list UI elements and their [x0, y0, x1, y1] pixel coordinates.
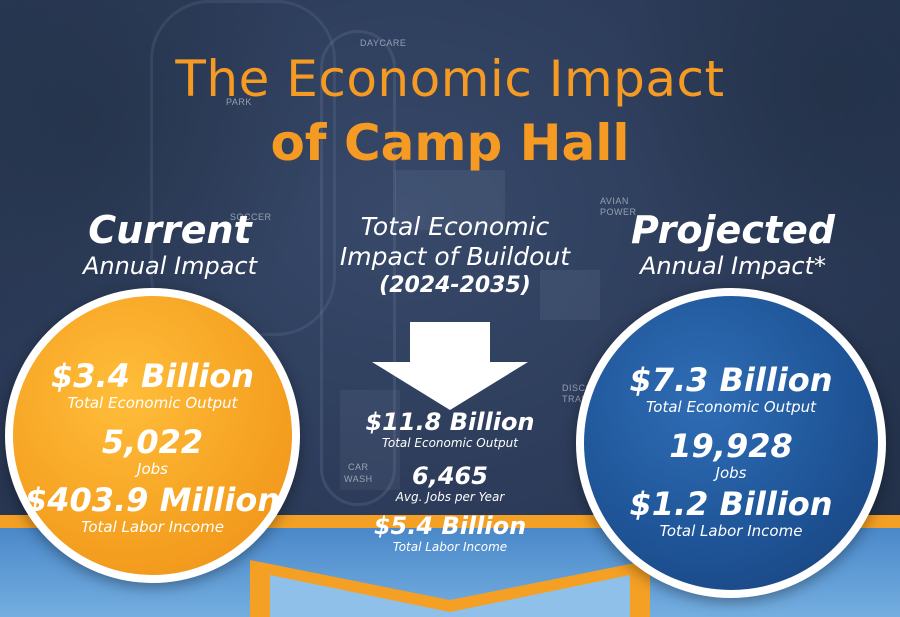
current-jobs-label: Jobs — [137, 460, 168, 478]
current-title: Current — [88, 208, 252, 252]
background-building — [540, 270, 600, 320]
buildout-jobs-value: 6,465 — [412, 462, 488, 490]
buildout-heading: Total Economic Impact of Buildout (2024-… — [320, 212, 590, 300]
background-building — [340, 390, 400, 490]
projected-income-value: $1.2 Billion — [629, 485, 833, 523]
map-label-discovery: DISCOVE — [562, 383, 607, 393]
chevron-blue — [270, 575, 630, 617]
map-label-wash: WASH — [344, 474, 373, 484]
current-heading: Current Annual Impact — [55, 208, 285, 280]
current-jobs: 5,022 Jobs — [13, 424, 292, 478]
current-output-label: Total Economic Output — [67, 394, 238, 412]
map-label-soccer: SOCCER — [230, 212, 272, 222]
map-label-power: POWER — [600, 207, 637, 217]
current-output-value: $3.4 Billion — [50, 357, 255, 395]
map-label-car: CAR — [348, 462, 369, 472]
page-title-line2: of Camp Hall — [270, 114, 630, 172]
projected-income: $1.2 Billion Total Labor Income — [584, 486, 878, 540]
projected-subtitle: Annual Impact* — [639, 252, 827, 280]
current-subtitle: Annual Impact — [82, 252, 258, 280]
buildout-income-value: $5.4 Billion — [373, 512, 527, 540]
projected-jobs-label: Jobs — [715, 464, 747, 482]
projected-output-label: Total Economic Output — [646, 398, 816, 416]
current-jobs-value: 5,022 — [101, 423, 204, 461]
projected-title: Projected — [631, 208, 835, 252]
buildout-title-line1: Total Economic — [360, 212, 550, 241]
buildout-title-line2: Impact of Buildout — [339, 242, 571, 271]
map-label-daycare: DAYCARE — [360, 38, 407, 48]
background-road — [320, 30, 396, 506]
projected-jobs-value: 19,928 — [669, 427, 793, 465]
current-impact-circle: $3.4 Billion Total Economic Output 5,022… — [5, 288, 300, 583]
buildout-output: $11.8 Billion Total Economic Output — [340, 408, 560, 450]
current-income-label: Total Labor Income — [81, 518, 224, 536]
background-building — [395, 170, 505, 230]
projected-income-label: Total Labor Income — [659, 522, 803, 540]
buildout-income-label: Total Labor Income — [392, 540, 508, 554]
projected-heading: Projected Annual Impact* — [598, 208, 868, 280]
buildout-income: $5.4 Billion Total Labor Income — [340, 512, 560, 554]
down-arrow-icon — [372, 322, 528, 410]
projected-impact-circle: $7.3 Billion Total Economic Output 19,92… — [576, 288, 886, 598]
buildout-output-value: $11.8 Billion — [365, 408, 535, 436]
current-income-value: $403.9 Million — [24, 481, 281, 519]
projected-output-value: $7.3 Billion — [629, 361, 833, 399]
map-label-avian: AVIAN — [600, 196, 629, 206]
projected-output: $7.3 Billion Total Economic Output — [584, 362, 878, 416]
buildout-jobs-label: Avg. Jobs per Year — [395, 490, 505, 504]
projected-jobs: 19,928 Jobs — [584, 428, 878, 482]
map-label-park: PARK — [226, 97, 252, 107]
buildout-years: (2024-2035) — [379, 273, 531, 298]
buildout-jobs: 6,465 Avg. Jobs per Year — [340, 462, 560, 504]
buildout-output-label: Total Economic Output — [382, 436, 518, 450]
page-title-line1: The Economic Impact — [175, 50, 725, 108]
current-income: $403.9 Million Total Labor Income — [13, 482, 292, 536]
current-output: $3.4 Billion Total Economic Output — [13, 358, 292, 412]
